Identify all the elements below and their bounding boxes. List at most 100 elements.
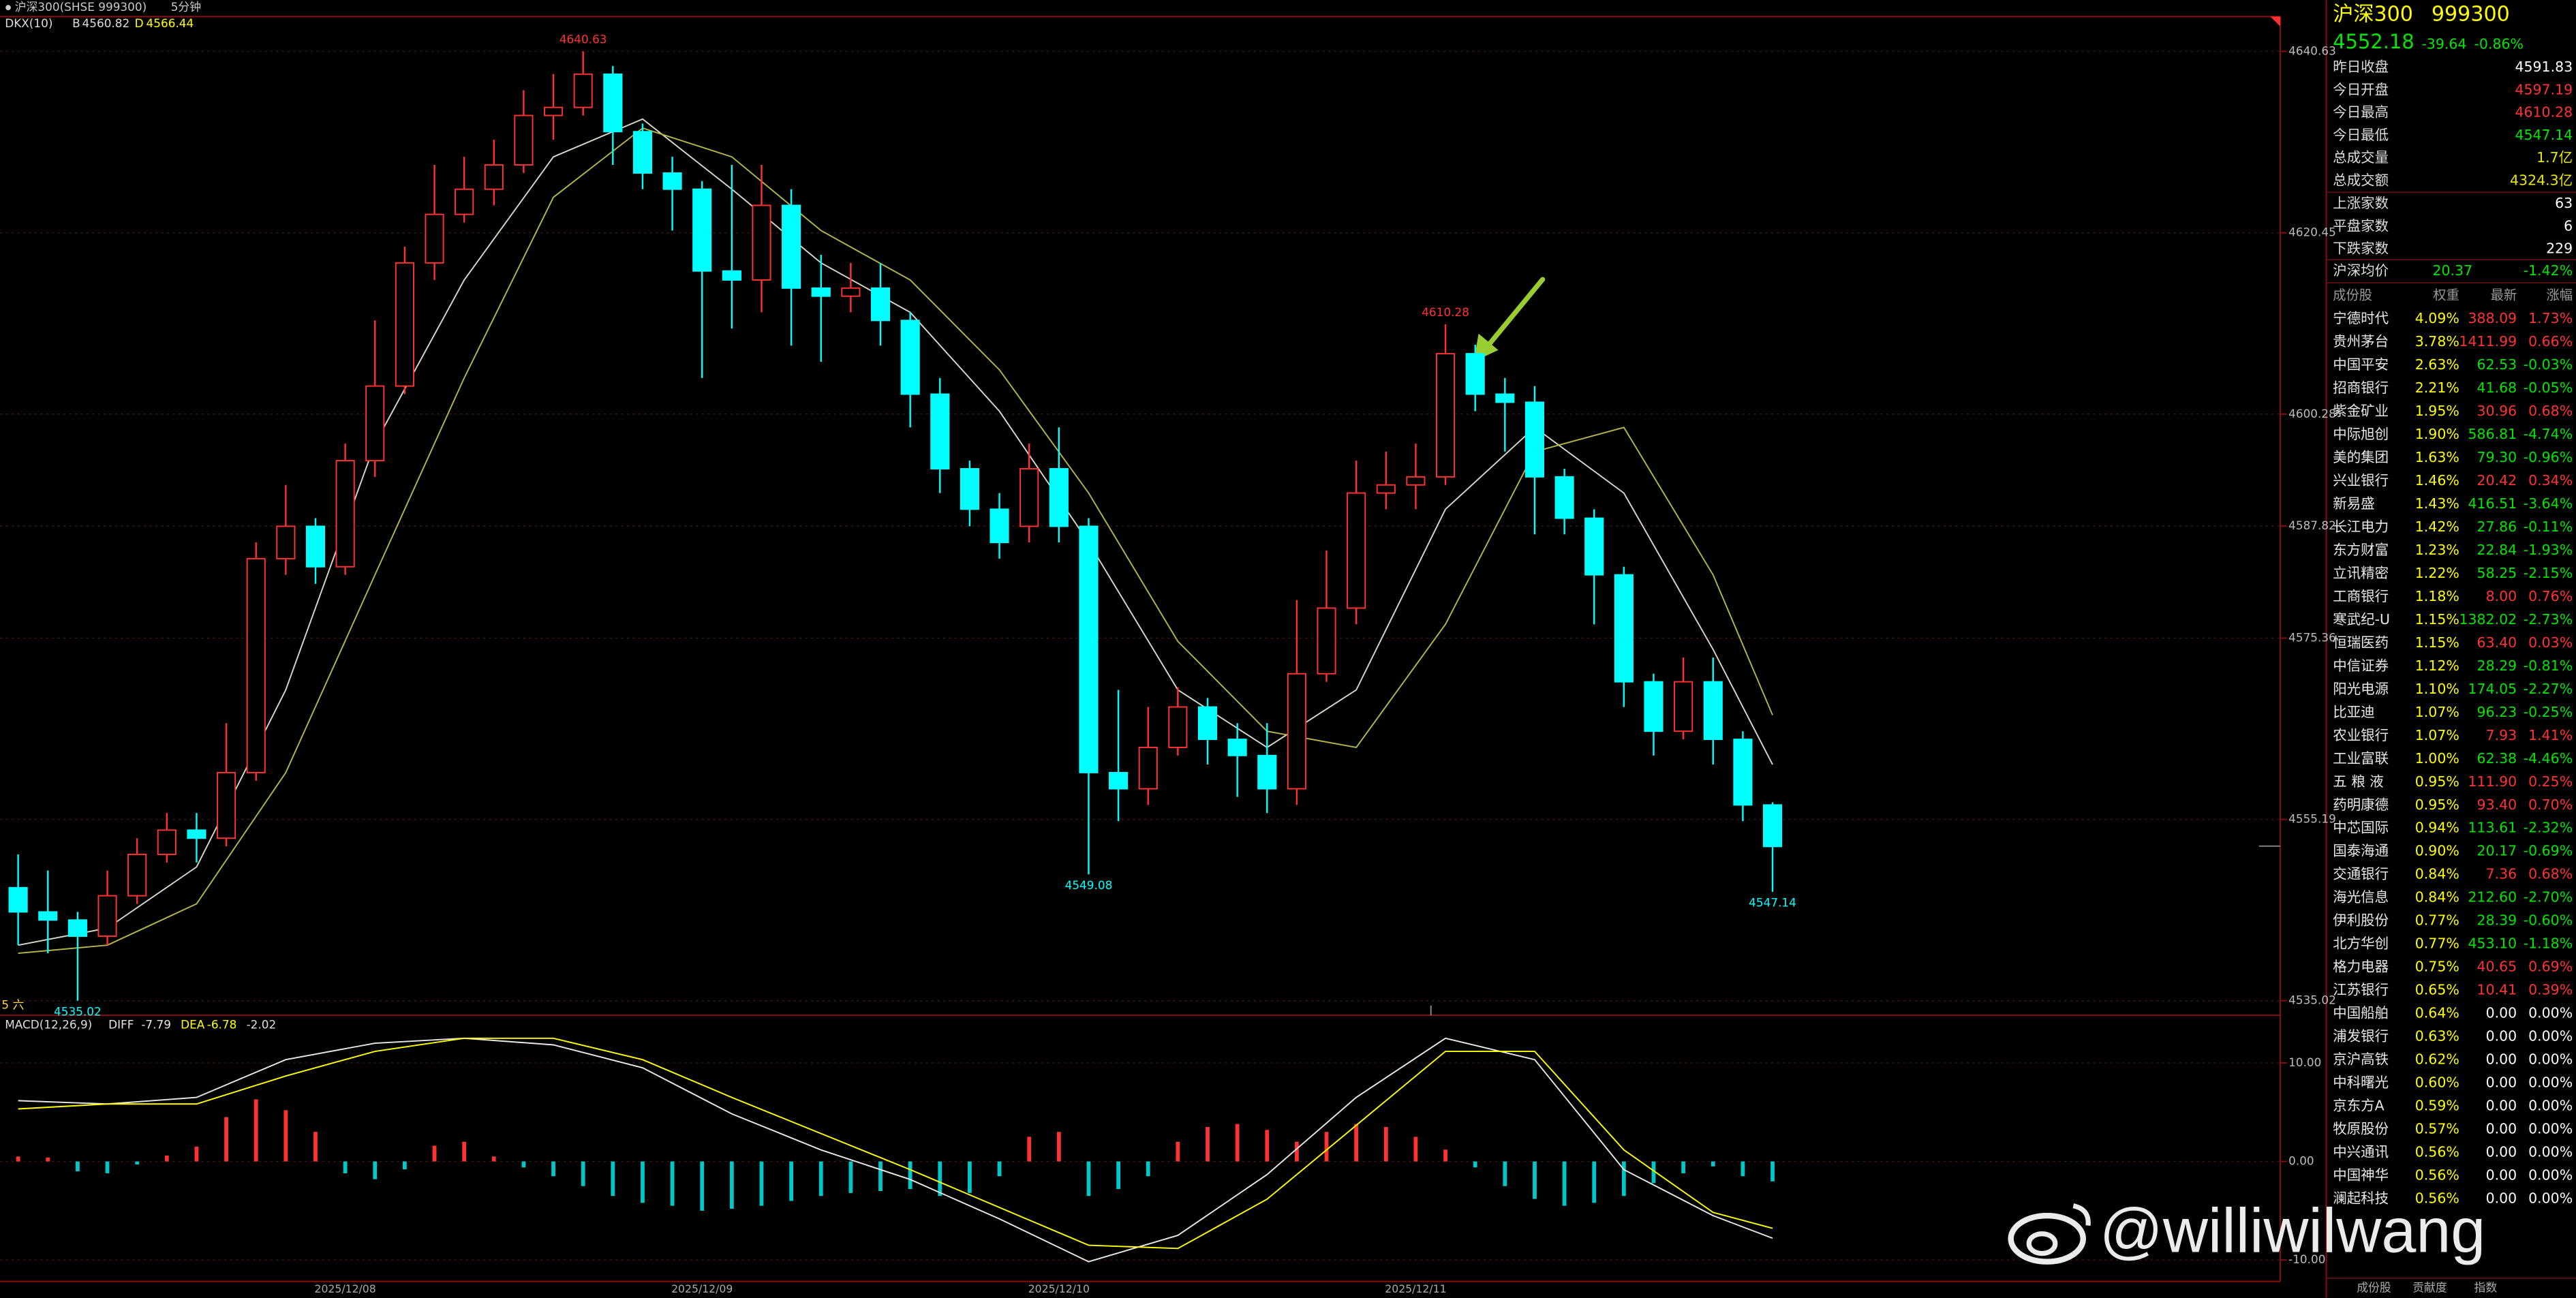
price-change: -39.64	[2421, 35, 2466, 52]
table-cell[interactable]: 京东方A	[2333, 1098, 2384, 1114]
candle-body	[782, 204, 801, 289]
table-cell[interactable]: 新易盛	[2333, 495, 2374, 512]
table-header[interactable]: 成份股	[2333, 288, 2372, 303]
table-cell[interactable]: 京沪高铁	[2333, 1051, 2389, 1068]
table-cell[interactable]: 寒武纪-U	[2333, 611, 2390, 628]
table-cell[interactable]: 格力电器	[2333, 959, 2389, 975]
macd-bar	[76, 1161, 80, 1172]
macd-bar	[997, 1161, 1002, 1177]
macd-bar	[462, 1141, 467, 1162]
table-cell[interactable]: 五 粮 液	[2333, 773, 2383, 790]
macd-line	[18, 1037, 1773, 1250]
candle-body	[1703, 681, 1723, 741]
table-cell[interactable]: 中科曙光	[2333, 1075, 2389, 1091]
table-cell[interactable]: 中信证券	[2333, 658, 2389, 674]
table-cell[interactable]: 比亚迪	[2333, 704, 2374, 720]
candle-body	[930, 393, 950, 469]
table-cell[interactable]: 中兴通讯	[2333, 1144, 2389, 1160]
table-cell[interactable]: 兴业银行	[2333, 472, 2389, 489]
table-cell: 41.68	[2477, 380, 2517, 396]
candle-body	[1733, 739, 1753, 806]
table-cell[interactable]: 浦发银行	[2333, 1028, 2389, 1045]
table-cell[interactable]: 海光信息	[2333, 889, 2389, 906]
table-cell: 0.95%	[2415, 797, 2459, 813]
table-cell[interactable]: 江苏银行	[2333, 982, 2389, 998]
y-tick-label: 4640.63	[2288, 44, 2336, 57]
table-cell[interactable]: 长江电力	[2333, 519, 2389, 535]
tab[interactable]: 成份股	[2357, 1280, 2391, 1294]
indicator[interactable]: DKX(10)	[5, 16, 52, 30]
table-cell: -2.32%	[2524, 820, 2573, 836]
table-cell[interactable]: 中国船舶	[2333, 1005, 2389, 1021]
macd-bar	[759, 1161, 764, 1206]
table-cell: 0.95%	[2415, 773, 2459, 790]
table-cell[interactable]: 中国平安	[2333, 356, 2389, 373]
table-cell: 93.40	[2477, 797, 2517, 813]
table-cell: 79.30	[2477, 449, 2517, 465]
table-cell[interactable]: 紫金矿业	[2333, 403, 2389, 419]
table-cell[interactable]: 伊利股份	[2333, 912, 2389, 929]
table-cell[interactable]: 北方华创	[2333, 936, 2389, 952]
candle-body	[1287, 673, 1306, 790]
table-header[interactable]: 最新	[2491, 288, 2517, 303]
candle-body	[1762, 804, 1783, 848]
period[interactable]: 5分钟	[171, 0, 201, 14]
table-cell[interactable]: 中国神华	[2333, 1167, 2389, 1184]
candle-body	[662, 172, 682, 190]
table-header[interactable]: 涨幅	[2547, 288, 2573, 303]
arrow-shaft	[1486, 277, 1546, 348]
candle-body	[425, 213, 444, 264]
table-cell: 1.63%	[2415, 449, 2459, 465]
candle-body	[1049, 468, 1069, 527]
table-cell[interactable]: 东方财富	[2333, 542, 2389, 558]
macd-bar	[105, 1161, 110, 1173]
table-cell: -0.11%	[2524, 519, 2573, 535]
table-cell[interactable]: 药明康德	[2333, 797, 2389, 813]
table-cell[interactable]: 工业富联	[2333, 750, 2389, 767]
legend-name: DIFF	[108, 1018, 134, 1032]
table-cell[interactable]: 中际旭创	[2333, 426, 2389, 442]
macd-bar	[135, 1161, 140, 1164]
instrument[interactable]: 沪深300(SHSE 999300)	[15, 0, 147, 14]
table-cell: -4.46%	[2524, 750, 2573, 767]
table-header[interactable]: 权重	[2433, 288, 2459, 303]
table-cell: -0.96%	[2524, 449, 2573, 465]
stat-change: -1.42%	[2524, 262, 2573, 279]
table-cell[interactable]: 阳光电源	[2333, 681, 2389, 697]
macd-bar	[818, 1161, 823, 1196]
table-cell[interactable]: 中芯国际	[2333, 820, 2389, 836]
table-cell[interactable]: 贵州茅台	[2333, 333, 2389, 350]
table-cell[interactable]: 美的集团	[2333, 449, 2389, 465]
d-value: 4566.44	[147, 16, 194, 30]
table-cell: 0.00	[2486, 1121, 2517, 1137]
candle-body	[1674, 681, 1693, 732]
tab[interactable]: 贡献度	[2412, 1280, 2447, 1294]
table-cell: 1.46%	[2415, 472, 2459, 489]
table-cell[interactable]: 国泰海通	[2333, 843, 2389, 859]
table-cell: 1.23%	[2415, 542, 2459, 558]
y-tick-label: 4575.36	[2288, 631, 2336, 645]
candle-body	[811, 287, 831, 297]
table-cell[interactable]: 牧原股份	[2333, 1121, 2389, 1137]
candle-body	[1227, 739, 1247, 756]
candle-body	[1554, 476, 1574, 519]
tab[interactable]: 指数	[2474, 1280, 2498, 1294]
table-cell[interactable]: 交通银行	[2333, 866, 2389, 882]
table-cell[interactable]: 恒瑞医药	[2333, 634, 2389, 651]
candle-body	[752, 204, 771, 281]
macd-bar	[1056, 1132, 1061, 1162]
table-cell: 0.00	[2486, 1144, 2517, 1160]
table-cell[interactable]: 招商银行	[2333, 380, 2389, 396]
table-cell: 0.77%	[2415, 912, 2459, 929]
table-cell[interactable]: 澜起科技	[2333, 1190, 2389, 1207]
index-name: 沪深300	[2333, 2, 2413, 26]
table-cell[interactable]: 工商银行	[2333, 588, 2389, 604]
table-cell[interactable]: 立讯精密	[2333, 565, 2389, 581]
table-cell: 1.95%	[2415, 403, 2459, 419]
macd-bar	[1383, 1126, 1388, 1162]
legend-name: DEA	[181, 1018, 205, 1032]
table-cell[interactable]: 农业银行	[2333, 727, 2389, 743]
table-cell: -0.81%	[2524, 658, 2573, 674]
table-cell[interactable]: 宁德时代	[2333, 310, 2389, 326]
